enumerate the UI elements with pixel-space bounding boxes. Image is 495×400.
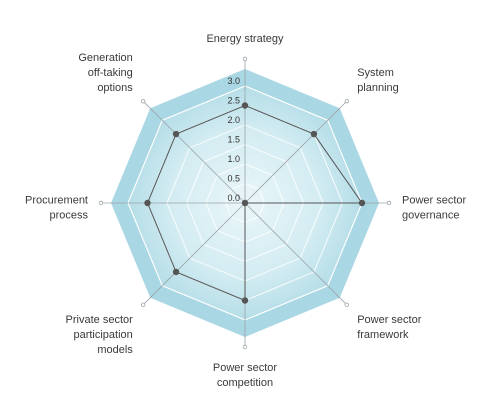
axis-label: Power sector governance [402,195,467,222]
axis-label: Power sector framework [357,314,422,341]
tick-label: 1.0 [227,154,240,164]
axis-label-line: planning [357,82,399,94]
data-point [172,268,180,276]
axis-label-line: Private sector [66,314,134,326]
axis-label: Procurement process [25,195,88,222]
axis-label-line: Power sector [402,195,467,207]
tick-label: 0.0 [227,193,240,203]
axis-label-line: models [97,344,133,356]
data-point [172,130,180,138]
axis-label: Private sector participation models [66,314,134,356]
data-point [358,199,366,207]
axis-label-line: System [357,67,394,79]
axis-label-line: off-taking [88,67,133,79]
tick-label: 1.5 [227,135,240,145]
data-point [241,102,249,109]
axis-label-line: options [97,82,133,94]
radar-axis-end-marker [98,200,104,206]
axis-label-line: Energy strategy [206,33,284,45]
radar-axis-end-marker [140,302,146,308]
axis-label: Generation off-taking options [78,52,133,94]
radar-axis-end-marker [140,98,146,104]
radar-axis-line [244,202,348,306]
tick-label: 2.5 [227,96,240,106]
data-point [144,199,151,207]
radar-axis-end-marker [242,344,248,350]
radar-axis-line [142,100,246,204]
radar-axis-line [142,202,246,306]
axis-label-line: Power sector [357,314,422,326]
data-point [241,199,249,207]
axis-label-line: process [49,210,88,222]
tick-label: 0.5 [227,174,240,184]
axis-label-line: participation [73,329,132,341]
axis-label-line: Procurement [25,195,88,207]
tick-label: 3.0 [227,76,240,86]
data-point [241,297,249,304]
radar-axis-end-marker [386,200,392,206]
axis-label: Energy strategy [206,33,284,45]
radar-axis-end-marker [242,56,248,62]
radar-axis-end-marker [344,98,350,104]
axis-label-line: competition [217,377,273,389]
radar-axis-end-marker [344,302,350,308]
tick-label: 2.0 [227,115,240,125]
axis-label: Power sector competition [213,362,278,389]
radar-axis-line [244,100,348,204]
axis-label-line: framework [357,329,409,341]
axis-label-line: Power sector [213,362,278,374]
axis-label: System planning [357,67,399,94]
data-point [310,130,318,138]
axis-label-line: Generation [78,52,132,64]
axis-label-line: governance [402,210,460,222]
